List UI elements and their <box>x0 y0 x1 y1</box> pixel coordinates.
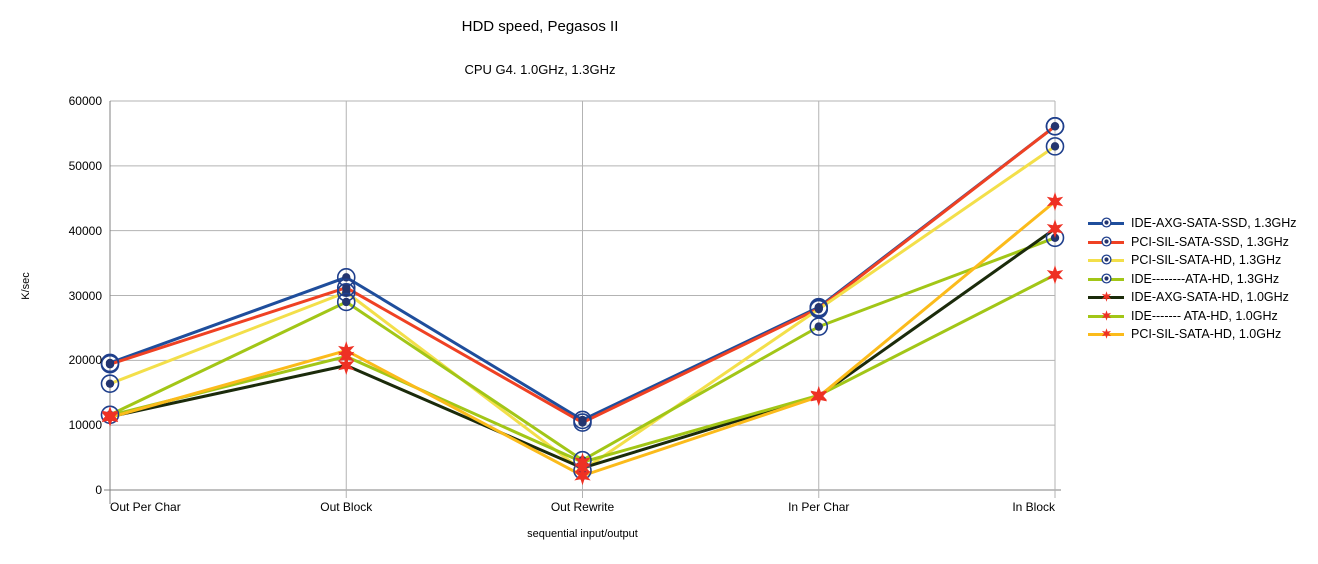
legend-label-0: IDE-AXG-SATA-SSD, 1.3GHz <box>1131 216 1297 231</box>
y-axis-tick-5: 10000 <box>68 418 102 433</box>
legend-star-marker-icon-6 <box>1101 328 1112 340</box>
marker-star-6-3 <box>810 387 827 407</box>
legend-item-3[interactable]: IDE--------ATA-HD, 1.3GHz <box>1088 270 1318 289</box>
legend-swatch-0 <box>1088 215 1124 231</box>
legend-circle-marker-icon-0 <box>1101 217 1112 228</box>
marker-ring-1-4 <box>1045 116 1065 136</box>
marker-ring-2-4 <box>1045 137 1065 156</box>
marker-star-5-4 <box>1046 265 1064 285</box>
legend-label-3: IDE--------ATA-HD, 1.3GHz <box>1131 271 1280 286</box>
marker-star-6-0 <box>101 407 119 427</box>
y-axis-tick-0: 60000 <box>68 94 102 108</box>
y-axis-tick-labels: 60000 50000 40000 30000 20000 10000 0 <box>0 0 108 564</box>
x-axis-tick-3: In Per Char <box>788 500 850 514</box>
marker-ring-1-0 <box>100 354 120 374</box>
marker-ring-3-1 <box>336 292 356 312</box>
y-axis-tick-6: 0 <box>95 483 102 497</box>
legend-circle-marker-icon-2 <box>1101 254 1112 265</box>
legend-circle-marker-icon-1 <box>1101 236 1112 247</box>
marker-star-6-4 <box>1046 191 1064 211</box>
legend-swatch-1 <box>1088 234 1124 250</box>
legend-item-2[interactable]: PCI-SIL-SATA-HD, 1.3GHz <box>1088 251 1318 270</box>
marker-dot-3-3 <box>814 322 823 331</box>
marker-dot-2-1 <box>342 288 351 297</box>
marker-star-6-2 <box>574 466 591 486</box>
chart-subtitle: CPU G4. 1.0GHz, 1.3GHz <box>464 62 616 77</box>
legend-item-1[interactable]: PCI-SIL-SATA-SSD, 1.3GHz <box>1088 233 1318 252</box>
x-axis-tick-1: Out Block <box>320 500 373 514</box>
marker-dot-1-0 <box>105 360 115 369</box>
legend-swatch-2 <box>1088 252 1124 268</box>
legend-label-5: IDE------- ATA-HD, 1.0GHz <box>1131 308 1278 323</box>
legend-item-5[interactable]: IDE------- ATA-HD, 1.0GHz <box>1088 307 1318 326</box>
marker-ring-2-0 <box>100 374 120 393</box>
legend-swatch-6 <box>1088 326 1124 342</box>
legend-circle-marker-icon-3 <box>1101 273 1112 284</box>
marker-dot-2-0 <box>105 379 115 388</box>
y-axis-tick-2: 40000 <box>68 223 102 238</box>
legend-star-marker-icon-5 <box>1101 309 1112 321</box>
chart-legend: IDE-AXG-SATA-SSD, 1.3GHz PCI-SIL-SATA-SSD… <box>1088 214 1318 344</box>
marker-dot-1-4 <box>1050 122 1060 131</box>
marker-star-5-2 <box>574 452 591 472</box>
x-axis-tick-4: In Block <box>1012 500 1055 514</box>
marker-ring-3-3 <box>809 317 829 336</box>
legend-star-marker-icon-4 <box>1101 291 1112 303</box>
legend-label-6: PCI-SIL-SATA-HD, 1.0GHz <box>1131 327 1282 342</box>
legend-swatch-3 <box>1088 271 1124 287</box>
marker-dot-3-1 <box>342 297 351 307</box>
marker-dot-2-4 <box>1050 142 1060 151</box>
y-axis-tick-4: 20000 <box>68 353 102 368</box>
legend-item-0[interactable]: IDE-AXG-SATA-SSD, 1.3GHz <box>1088 214 1318 233</box>
legend-label-1: PCI-SIL-SATA-SSD, 1.3GHz <box>1131 234 1289 249</box>
legend-label-2: PCI-SIL-SATA-HD, 1.3GHz <box>1131 253 1282 268</box>
x-axis-label: sequential input/output <box>527 528 638 540</box>
y-axis-tick-3: 30000 <box>68 288 102 303</box>
marker-dot-2-3 <box>814 304 823 314</box>
legend-swatch-5 <box>1088 308 1124 324</box>
legend-item-4[interactable]: IDE-AXG-SATA-HD, 1.0GHz <box>1088 288 1318 307</box>
legend-label-4: IDE-AXG-SATA-HD, 1.0GHz <box>1131 290 1289 305</box>
marker-dot-1-2 <box>578 418 587 427</box>
marker-star-6-1 <box>338 341 355 361</box>
y-axis-tick-1: 50000 <box>68 158 102 173</box>
legend-swatch-4 <box>1088 289 1124 305</box>
x-axis-tick-2: Out Rewrite <box>550 500 615 514</box>
marker-star-4-4 <box>1046 219 1064 239</box>
chart-title: HDD speed, Pegasos II <box>461 18 619 35</box>
x-axis-tick-0: Out Per Char <box>110 500 181 514</box>
legend-item-6[interactable]: PCI-SIL-SATA-HD, 1.0GHz <box>1088 325 1318 344</box>
marker-ring-1-2 <box>573 413 592 432</box>
